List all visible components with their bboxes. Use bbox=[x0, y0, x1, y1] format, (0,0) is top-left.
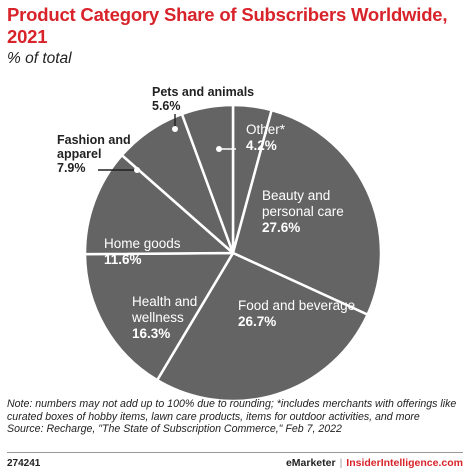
brand-separator: | bbox=[339, 457, 343, 469]
slice-label-food-and-beverage: Food and beverage 26.7% bbox=[238, 298, 355, 329]
pie-slice-food-and-beverage bbox=[155, 251, 369, 400]
slice-label-other: Other* 4.2% bbox=[246, 122, 286, 153]
slice-value-fashion-and-apparel: 7.9% bbox=[57, 161, 86, 175]
slice-label-pets-and-animals: Pets and animals 5.6% bbox=[152, 85, 254, 113]
brand-name: eMarketer bbox=[285, 457, 336, 469]
slice-label-fashion-and-apparel: Fashion and apparel 7.9% bbox=[57, 133, 131, 175]
footer-brand: eMarketer | InsiderIntelligence.com bbox=[286, 457, 463, 469]
chart-subtitle: % of total bbox=[7, 50, 72, 67]
footer-divider bbox=[7, 452, 463, 453]
pie-slice-home-goods bbox=[83, 153, 235, 256]
slice-label-beauty-and-personal-care: Beauty and personal care 27.6% bbox=[262, 188, 344, 235]
leader-dot-pets-and-animals bbox=[172, 126, 178, 132]
slice-value-home-goods: 11.6% bbox=[104, 252, 142, 267]
leader-dot-other bbox=[216, 146, 222, 152]
slice-value-pets-and-animals: 5.6% bbox=[152, 99, 181, 113]
slice-value-health-and-wellness: 16.3% bbox=[132, 326, 170, 341]
slice-value-other: 4.2% bbox=[246, 138, 277, 153]
pie-slice-pets-and-animals bbox=[180, 103, 235, 255]
pie-slice-beauty-and-personal-care bbox=[231, 108, 383, 316]
chart-notes: Note: numbers may not add up to 100% due… bbox=[7, 398, 465, 436]
slice-label-health-and-wellness: Health and wellness 16.3% bbox=[131, 294, 197, 341]
source-text: Source: Recharge, "The State of Subscrip… bbox=[7, 423, 342, 436]
chart-id: 274241 bbox=[7, 458, 41, 469]
leader-dot-fashion-and-apparel bbox=[134, 167, 140, 173]
note-text: Note: numbers may not add up to 100% due… bbox=[7, 398, 457, 423]
slice-label-home-goods: Home goods 11.6% bbox=[104, 236, 181, 267]
pie-slice-health-and-wellness bbox=[83, 251, 235, 382]
slice-value-food-and-beverage: 26.7% bbox=[238, 314, 276, 329]
chart-title: Product Category Share of Subscribers Wo… bbox=[7, 4, 448, 47]
brand-site: InsiderIntelligence.com bbox=[346, 457, 463, 469]
pie-chart: Other* 4.2% Beauty and personal care 27.6% Fo… bbox=[57, 85, 383, 400]
slice-value-beauty-and-personal-care: 27.6% bbox=[262, 220, 300, 235]
